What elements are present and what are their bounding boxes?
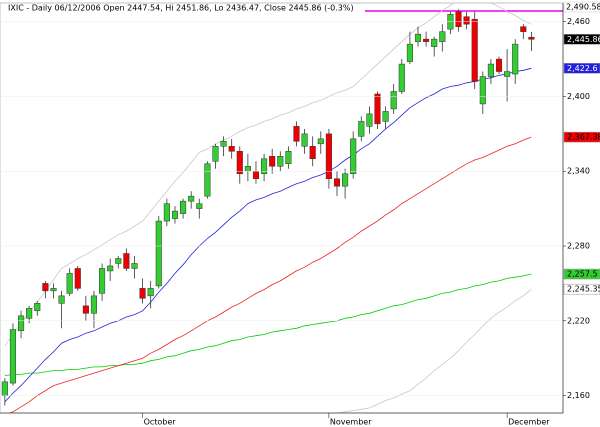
- price-label-box: [563, 268, 600, 280]
- candle-body: [285, 151, 292, 165]
- candle-body: [90, 295, 98, 314]
- candle-body: [236, 151, 243, 174]
- price-label-box: [563, 34, 600, 45]
- candle-body: [66, 273, 73, 294]
- candle-body: [131, 263, 138, 269]
- candle-body: [26, 308, 33, 319]
- price-label: 2,257.5: [567, 270, 598, 279]
- price-label-box: [563, 283, 600, 295]
- candle-body: [212, 146, 219, 162]
- candle-body: [358, 121, 365, 137]
- candle-body: [269, 156, 276, 167]
- price-label: 2,445.86: [567, 35, 600, 44]
- candle-body: [463, 16, 470, 25]
- candle-body: [107, 265, 114, 272]
- candle-body: [309, 146, 316, 160]
- candle-body: [18, 315, 25, 332]
- candle-body: [82, 305, 89, 314]
- y-tick-label: 2,460: [567, 17, 590, 26]
- plot-area: [0, 2, 564, 414]
- candle-body: [188, 195, 195, 202]
- candle-body: [471, 18, 478, 82]
- chart-title: IXIC - Daily 06/12/2006 Open 2447.54, Hi…: [8, 4, 354, 13]
- candle-body: [147, 288, 154, 297]
- candle-body: [439, 31, 446, 42]
- candle-body: [58, 295, 65, 304]
- candle-body: [342, 173, 349, 187]
- candle-body: [42, 283, 49, 292]
- candle-body: [277, 156, 284, 167]
- candle-body: [204, 163, 211, 197]
- candle-body: [155, 220, 162, 287]
- candle-body: [528, 36, 535, 40]
- candle-body: [414, 33, 422, 42]
- candle-body: [366, 113, 373, 127]
- candle-body: [520, 26, 527, 32]
- candle-body: [244, 166, 251, 172]
- y-tick-label: 2,340: [567, 167, 590, 176]
- candle-body: [139, 288, 146, 299]
- candle-body: [382, 111, 389, 122]
- candle-body: [390, 91, 397, 110]
- indicator-line: [9, 136, 532, 413]
- x-tick-label: October: [144, 418, 177, 427]
- indicator-line: [335, 288, 532, 413]
- candle-body: [374, 93, 381, 125]
- y-tick-label: 2,220: [567, 316, 590, 325]
- resistance-label-box: [563, 1, 600, 13]
- candle-body: [220, 141, 227, 147]
- candle-body: [1, 381, 8, 396]
- candle-body: [50, 288, 57, 292]
- candle-body: [9, 329, 17, 384]
- candle-body: [171, 210, 179, 219]
- candle-body: [99, 268, 106, 294]
- price-label: 2,245.35: [567, 285, 600, 294]
- candle-body: [479, 76, 486, 105]
- candle-body: [34, 303, 41, 312]
- candle-body: [512, 43, 519, 75]
- price-label-box: [563, 131, 600, 143]
- candle-body: [317, 138, 324, 145]
- price-label: 2,367.38: [567, 133, 600, 142]
- candle-body: [495, 58, 503, 72]
- candle-body: [350, 138, 357, 174]
- x-tick-label: November: [330, 418, 372, 427]
- candle-body: [115, 258, 122, 264]
- candle-body: [301, 133, 308, 147]
- candle-body: [455, 11, 462, 27]
- candle-body: [196, 203, 203, 209]
- candle-body: [252, 170, 260, 179]
- candle-body: [487, 63, 494, 77]
- indicator-line: [4, 67, 532, 403]
- candle-body: [325, 133, 332, 179]
- candle-body: [163, 203, 170, 222]
- y-tick-label: 2,160: [567, 391, 590, 400]
- x-tick-label: December: [508, 418, 550, 427]
- resistance-label: 2,490.58: [566, 3, 600, 12]
- y-tick-label: 2,400: [567, 92, 590, 101]
- candle-body: [123, 253, 130, 269]
- indicator-lines: [4, 3, 532, 413]
- candle-body: [504, 71, 511, 77]
- candle-body: [180, 200, 187, 214]
- price-label-box: [563, 63, 600, 74]
- indicator-line: [4, 273, 532, 376]
- price-label: 2,422.6: [567, 64, 598, 73]
- candles: [1, 9, 535, 406]
- candle-body: [423, 38, 430, 42]
- candle-body: [333, 178, 341, 187]
- indicator-line: [4, 3, 532, 346]
- y-tick-label: 2,280: [567, 242, 590, 251]
- candle-body: [261, 158, 268, 174]
- candle-body: [74, 268, 81, 289]
- candle-body: [431, 38, 438, 47]
- candle-body: [228, 146, 235, 152]
- candle-body: [398, 63, 405, 92]
- candle-body: [293, 126, 300, 142]
- candle-body: [406, 43, 413, 62]
